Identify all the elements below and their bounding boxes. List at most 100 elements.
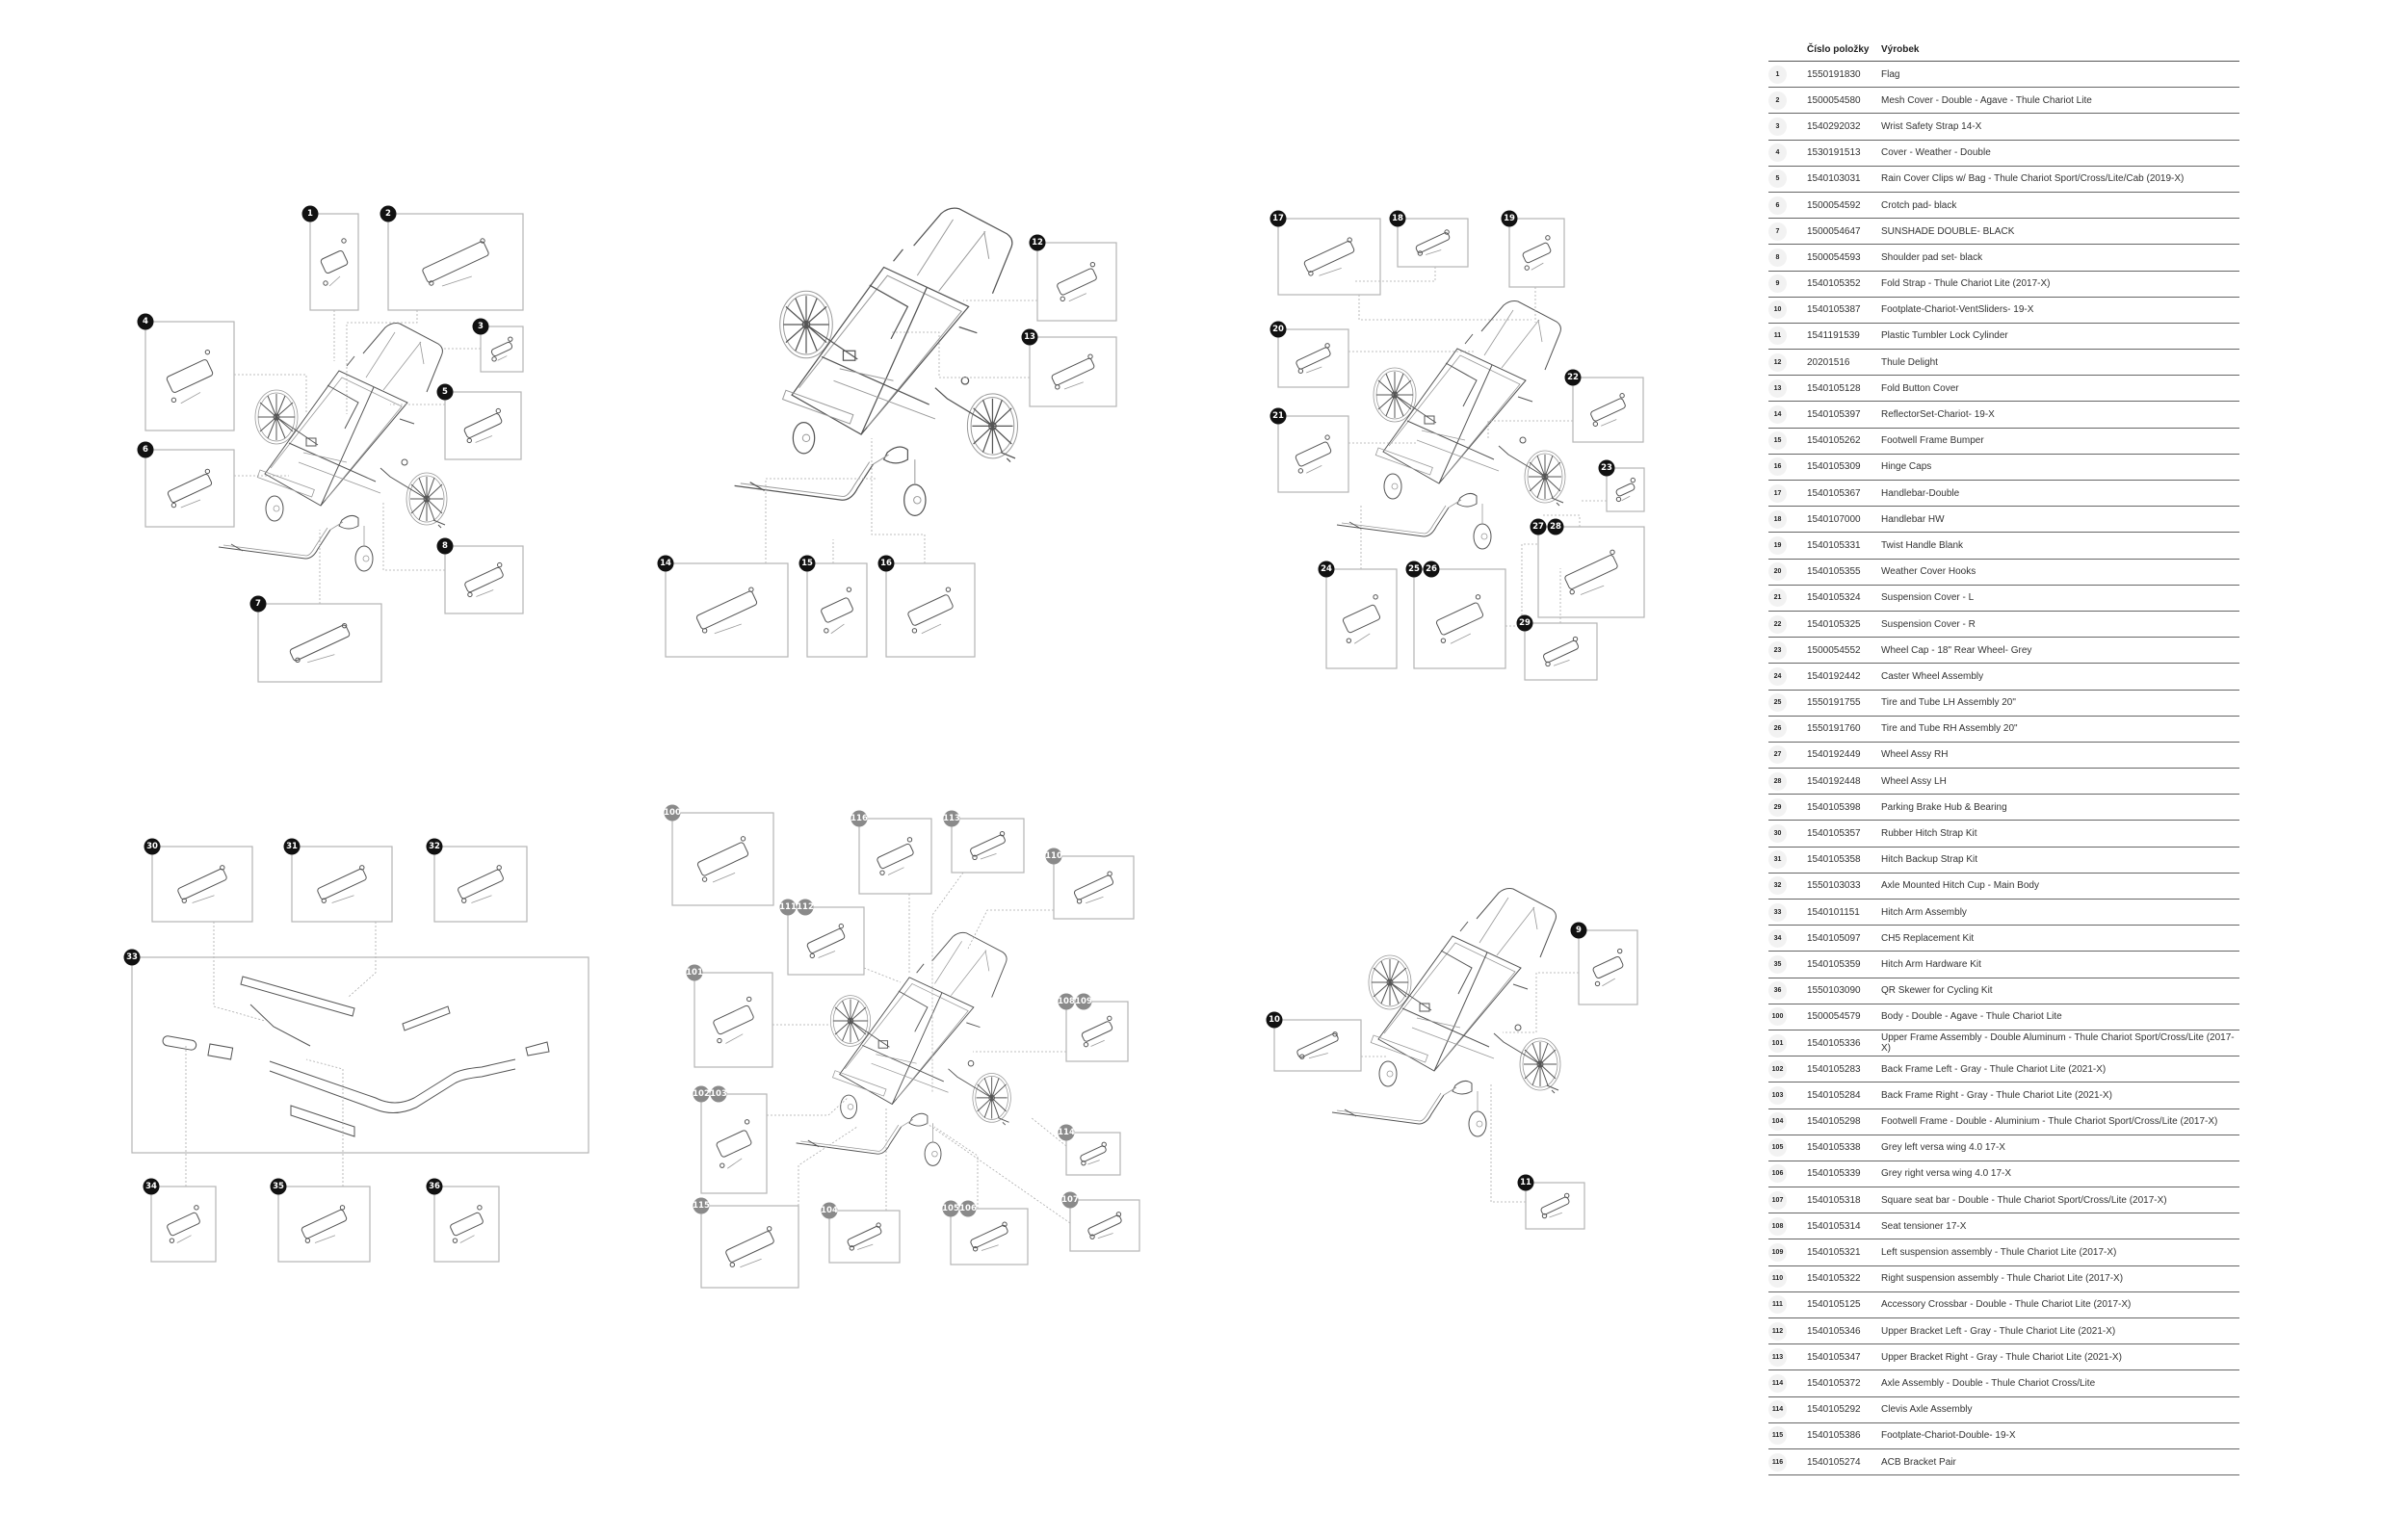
part-frame	[787, 906, 865, 976]
callout-badge: 14	[657, 555, 674, 572]
callout-box: 9	[1570, 922, 1638, 1005]
part-sketch	[1590, 393, 1626, 427]
part-number-cell: 1500054592	[1807, 192, 1881, 220]
row-index-cell: 9	[1768, 271, 1807, 298]
callout-badge: 103	[710, 1085, 727, 1103]
part-frame	[1069, 1199, 1140, 1252]
part-frame	[444, 391, 522, 460]
row-index-badge: 9	[1768, 274, 1787, 294]
part-frame	[1413, 568, 1506, 669]
badge-label: 30	[146, 842, 158, 851]
row-index-badge: 102	[1768, 1059, 1787, 1079]
part-frame	[433, 1186, 500, 1263]
badge-label: 35	[273, 1182, 284, 1191]
badge-circle	[710, 1085, 727, 1103]
badge-label: 108	[1058, 997, 1075, 1006]
part-number-cell: 1540101151	[1807, 899, 1881, 926]
part-number-cell: 1500054593	[1807, 244, 1881, 272]
part-frame	[433, 846, 528, 923]
row-index-cell: 24	[1768, 663, 1807, 691]
callout-badge: 4	[137, 313, 154, 330]
row-index-badge: 20	[1768, 562, 1787, 582]
table-row: 4 1530191513 Cover - Weather - Double	[1768, 140, 2239, 167]
badge-label: 29	[1519, 618, 1531, 628]
product-name-cell: Thule Delight	[1881, 349, 2239, 377]
badge-label: 28	[1550, 522, 1561, 532]
product-name-cell: Back Frame Left - Gray - Thule Chariot L…	[1881, 1056, 2239, 1083]
product-name-cell: Mesh Cover - Double - Agave - Thule Char…	[1881, 87, 2239, 115]
row-index-cell: 103	[1768, 1082, 1807, 1109]
row-index-cell: 15	[1768, 428, 1807, 455]
badge-label: 34	[145, 1182, 157, 1191]
badge-circle	[1058, 993, 1075, 1010]
row-index-cell: 102	[1768, 1056, 1807, 1083]
row-index-badge: 32	[1768, 876, 1787, 896]
callout-box: 1	[301, 205, 359, 311]
row-index-cell: 17	[1768, 480, 1807, 508]
part-sketch	[463, 407, 503, 444]
table-row: 3 1540292032 Wrist Safety Strap 14-X	[1768, 113, 2239, 141]
badge-label: 115	[693, 1201, 710, 1211]
product-name-cell: Tire and Tube LH Assembly 20"	[1881, 690, 2239, 717]
part-number-cell: 1540105372	[1807, 1369, 1881, 1397]
stroller-assembly-view-2	[733, 207, 1019, 517]
callout-box: 110	[1045, 848, 1135, 920]
product-name-cell: Fold Button Cover	[1881, 375, 2239, 403]
product-name-cell: Suspension Cover - L	[1881, 585, 2239, 612]
badge-label: 109	[1075, 997, 1092, 1006]
part-sketch	[907, 587, 954, 635]
part-frame	[1277, 218, 1381, 296]
table-row: 114 1540105292 Clevis Axle Assembly	[1768, 1396, 2239, 1423]
callout-box: 10	[1266, 1011, 1362, 1072]
stroller-assembly-view-3	[1336, 300, 1566, 550]
part-number-cell: 1540105284	[1807, 1082, 1881, 1109]
part-sketch	[1296, 343, 1331, 374]
row-index-cell: 112	[1768, 1317, 1807, 1345]
badge-circle	[1530, 518, 1547, 535]
row-index-cell: 114	[1768, 1396, 1807, 1423]
badge-label: 105	[942, 1204, 959, 1213]
part-frame	[671, 812, 774, 906]
callout-badge: 17	[1269, 210, 1287, 227]
row-index-cell: 27	[1768, 742, 1807, 770]
callout-badge: 101	[686, 964, 703, 981]
callout-badge: 112	[797, 899, 814, 916]
badge-label: 116	[851, 814, 868, 823]
badge-label: 101	[686, 968, 703, 978]
part-frame	[951, 818, 1025, 874]
badge-label: 20	[1272, 325, 1284, 334]
row-index-cell: 109	[1768, 1239, 1807, 1266]
table-row: 30 1540105357 Rubber Hitch Strap Kit	[1768, 820, 2239, 848]
part-number-cell: 1540105322	[1807, 1265, 1881, 1292]
part-number-cell: 1550191760	[1807, 716, 1881, 743]
part-sketch	[1342, 594, 1381, 644]
badge-circle	[959, 1200, 977, 1217]
badge-circle	[1405, 561, 1423, 578]
part-number-cell: 20201516	[1807, 349, 1881, 377]
part-sketch	[1051, 353, 1095, 390]
badge-circle	[877, 555, 895, 572]
table-row: 110 1540105322 Right suspension assembly -…	[1768, 1265, 2239, 1292]
callout-box: 102 103	[693, 1085, 768, 1194]
part-number-cell: 1540105274	[1807, 1448, 1881, 1476]
part-sketch	[464, 561, 504, 598]
row-index-cell: 29	[1768, 794, 1807, 822]
part-frame	[151, 846, 253, 923]
part-sketch	[450, 1205, 484, 1243]
callout-box: 115	[693, 1197, 799, 1289]
callout-badge: 10	[1266, 1011, 1283, 1029]
badge-label: 31	[286, 842, 298, 851]
table-row: 12 20201516 Thule Delight	[1768, 349, 2239, 377]
badge-circle	[1564, 369, 1582, 386]
part-sketch	[1540, 1192, 1570, 1219]
part-sketch	[317, 865, 367, 903]
product-name-cell: Wheel Cap - 18" Rear Wheel- Grey	[1881, 637, 2239, 665]
table-row: 9 1540105352 Fold Strap - Thule Chariot Li…	[1768, 271, 2239, 298]
row-index-cell: 1	[1768, 61, 1807, 89]
row-index-cell: 107	[1768, 1187, 1807, 1214]
badge-circle	[664, 804, 681, 822]
callout-badge: 21	[1269, 407, 1287, 425]
part-number-cell: 1500054552	[1807, 637, 1881, 665]
part-sketch	[806, 923, 846, 959]
